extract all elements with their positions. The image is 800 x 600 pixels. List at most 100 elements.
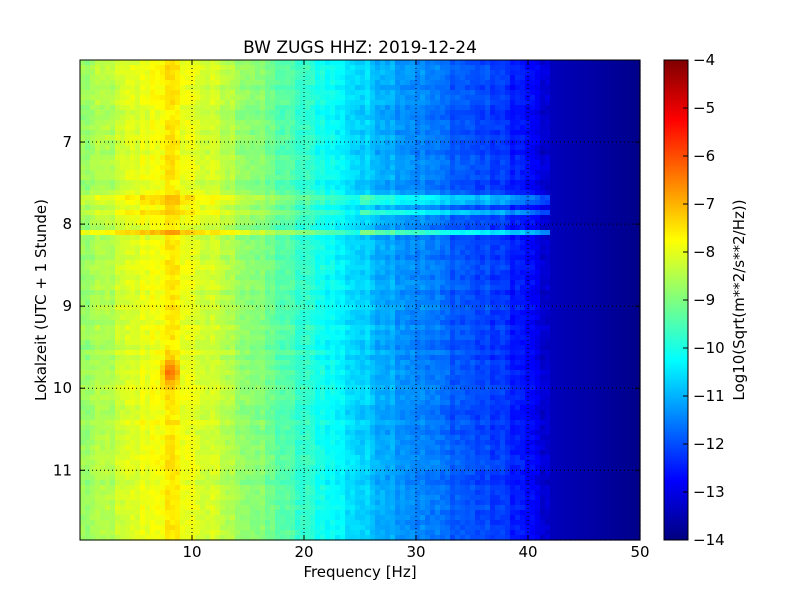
heatmap-cell — [625, 60, 631, 66]
heatmap-cell — [275, 240, 281, 246]
heatmap-cell — [100, 265, 106, 271]
heatmap-cell — [305, 95, 311, 101]
heatmap-cell — [625, 235, 631, 241]
heatmap-cell — [145, 125, 151, 131]
heatmap-cell — [435, 215, 441, 221]
heatmap-cell — [410, 190, 416, 196]
heatmap-cell — [215, 95, 221, 101]
heatmap-cell — [320, 240, 326, 246]
heatmap-cell — [605, 150, 611, 156]
heatmap-cell — [420, 110, 426, 116]
heatmap-cell — [420, 230, 426, 236]
heatmap-cell — [440, 105, 446, 111]
heatmap-cell — [560, 155, 566, 161]
heatmap-cell — [510, 160, 516, 166]
heatmap-cell — [465, 90, 471, 96]
heatmap-cell — [505, 165, 511, 171]
heatmap-cell — [450, 175, 456, 181]
heatmap-cell — [125, 135, 131, 141]
heatmap-cell — [515, 230, 521, 236]
heatmap-cell — [610, 145, 616, 151]
heatmap-cell — [330, 275, 336, 281]
heatmap-cell — [190, 175, 196, 181]
heatmap-cell — [310, 180, 316, 186]
heatmap-cell — [185, 180, 191, 186]
heatmap-cell — [265, 270, 271, 276]
heatmap-cell — [550, 160, 556, 166]
heatmap-cell — [400, 70, 406, 76]
heatmap-cell — [100, 175, 106, 181]
heatmap-cell — [465, 120, 471, 126]
heatmap-cell — [115, 255, 121, 261]
heatmap-cell — [615, 195, 621, 201]
heatmap-cell — [340, 65, 346, 71]
heatmap-cell — [410, 155, 416, 161]
heatmap-cell — [610, 205, 616, 211]
heatmap-cell — [350, 190, 356, 196]
heatmap-cell — [220, 100, 226, 106]
heatmap-cell — [505, 200, 511, 206]
heatmap-cell — [600, 110, 606, 116]
heatmap-cell — [560, 130, 566, 136]
heatmap-cell — [340, 75, 346, 81]
heatmap-cell — [340, 195, 346, 201]
heatmap-cell — [485, 150, 491, 156]
heatmap-cell — [575, 230, 581, 236]
heatmap-cell — [130, 100, 136, 106]
heatmap-cell — [615, 130, 621, 136]
heatmap-cell — [265, 220, 271, 226]
heatmap-cell — [425, 255, 431, 261]
heatmap-cell — [205, 170, 211, 176]
heatmap-cell — [160, 130, 166, 136]
heatmap-cell — [575, 60, 581, 66]
heatmap-cell — [320, 250, 326, 256]
heatmap-cell — [245, 85, 251, 91]
heatmap-cell — [420, 215, 426, 221]
heatmap-cell — [495, 130, 501, 136]
heatmap-cell — [615, 90, 621, 96]
heatmap-cell — [415, 190, 421, 196]
heatmap-cell — [170, 70, 176, 76]
heatmap-cell — [610, 230, 616, 236]
heatmap-cell — [195, 225, 201, 231]
heatmap-cell — [415, 165, 421, 171]
heatmap-cell — [360, 215, 366, 221]
heatmap-cell — [310, 90, 316, 96]
heatmap-cell — [385, 120, 391, 126]
heatmap-cell — [170, 205, 176, 211]
heatmap-cell — [365, 240, 371, 246]
heatmap-cell — [85, 65, 91, 71]
heatmap-cell — [545, 240, 551, 246]
heatmap-cell — [260, 150, 266, 156]
heatmap-cell — [565, 260, 571, 266]
heatmap-cell — [495, 175, 501, 181]
heatmap-cell — [265, 145, 271, 151]
heatmap-cell — [385, 210, 391, 216]
heatmap-cell — [385, 145, 391, 151]
heatmap-cell — [370, 90, 376, 96]
heatmap-cell — [170, 230, 176, 236]
heatmap-cell — [560, 165, 566, 171]
heatmap-cell — [270, 220, 276, 226]
heatmap-cell — [120, 85, 126, 91]
heatmap-cell — [520, 65, 526, 71]
heatmap-cell — [245, 125, 251, 131]
heatmap-cell — [110, 215, 116, 221]
heatmap-cell — [270, 75, 276, 81]
heatmap-cell — [585, 230, 591, 236]
heatmap-cell — [115, 150, 121, 156]
heatmap-cell — [300, 270, 306, 276]
heatmap-cell — [85, 130, 91, 136]
heatmap-cell — [250, 175, 256, 181]
heatmap-cell — [205, 150, 211, 156]
heatmap-cell — [115, 110, 121, 116]
heatmap-cell — [595, 110, 601, 116]
heatmap-cell — [400, 135, 406, 141]
heatmap-cell — [595, 65, 601, 71]
heatmap-cell — [355, 260, 361, 266]
heatmap-cell — [140, 260, 146, 266]
heatmap-cell — [240, 275, 246, 281]
heatmap-cell — [305, 90, 311, 96]
heatmap-cell — [85, 115, 91, 121]
heatmap-cell — [530, 60, 536, 66]
